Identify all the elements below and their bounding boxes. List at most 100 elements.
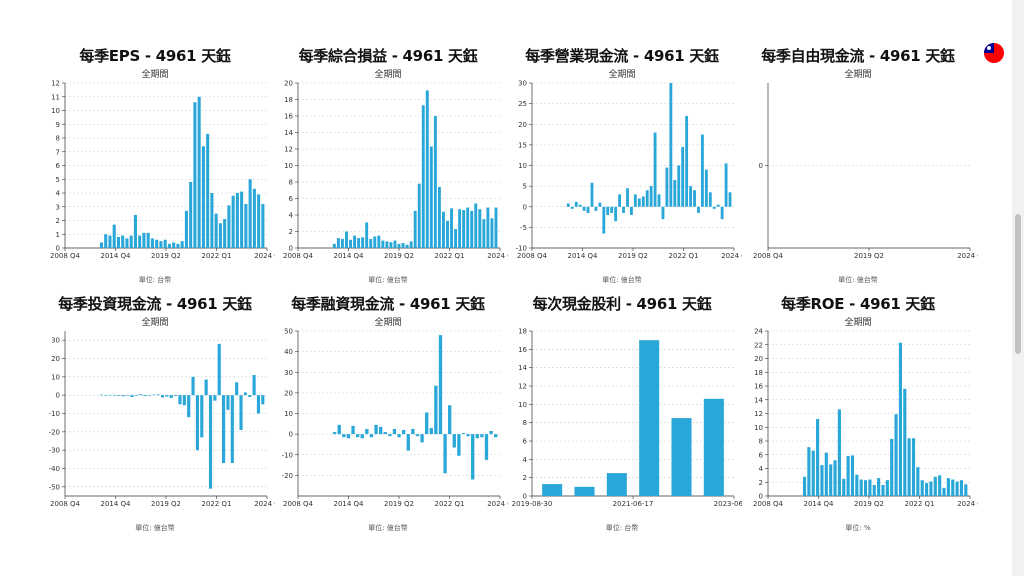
x-tick-label: 2024 Q: [487, 500, 508, 508]
y-tick-label: 3: [56, 203, 60, 211]
bar: [231, 195, 235, 248]
bar: [189, 182, 193, 248]
y-tick-label: 12: [754, 410, 763, 418]
x-tick-label: 2019 Q2: [854, 252, 884, 260]
y-tick-label: 30: [518, 80, 527, 88]
bar: [252, 375, 256, 396]
bar: [125, 238, 129, 248]
x-tick-label: 2023-06-27: [714, 500, 742, 508]
bar: [475, 434, 479, 439]
bar: [155, 239, 159, 248]
taiwan-flag-icon[interactable]: [984, 43, 1004, 63]
y-tick-label: 0: [759, 493, 763, 501]
bar: [622, 206, 625, 213]
operating-cashflow-chart: -10 -5 0 5 10 15 20 25 30 2008 Q4 2014 Q4 2019 Q2 20…: [516, 80, 742, 261]
y-tick-label: 0: [523, 493, 527, 501]
bar: [704, 169, 708, 207]
chart-title: 每季投資現金流 - 4961 天鈺: [58, 295, 252, 313]
y-tick-label: 12: [518, 383, 527, 391]
y-tick-label: -50: [49, 483, 60, 491]
bar: [446, 220, 449, 248]
x-tick-label: 2024 Q: [487, 252, 508, 260]
x-tick-label: 2008 Q4: [753, 500, 784, 508]
bar: [235, 382, 239, 396]
bar: [99, 242, 103, 248]
bar: [134, 395, 138, 396]
x-tick-label: 2024 Q: [254, 500, 275, 508]
bar: [955, 481, 959, 496]
y-tick-label: 2: [759, 479, 763, 487]
y-tick-label: 20: [284, 389, 293, 397]
chart-title: 每季ROE - 4961 天鈺: [781, 295, 935, 313]
y-tick-label: 6: [289, 195, 294, 203]
bar: [213, 395, 217, 401]
x-tick-label: 2019 Q2: [618, 252, 648, 260]
bar: [349, 239, 352, 248]
bar: [614, 206, 618, 222]
bar: [434, 385, 438, 435]
bar: [677, 165, 681, 207]
y-tick-label: -10: [516, 245, 527, 253]
y-tick-label: 12: [51, 80, 60, 88]
bar: [176, 243, 180, 248]
bar: [855, 474, 859, 496]
bar: [708, 192, 712, 207]
x-tick-label: 2014 Q4: [100, 500, 131, 508]
bar: [462, 210, 466, 248]
bar: [201, 146, 205, 248]
bar: [160, 395, 165, 398]
bar: [907, 438, 911, 496]
bar: [602, 206, 606, 234]
bar: [429, 146, 433, 248]
x-tick-label: 2021-06-17: [613, 500, 654, 508]
bar: [126, 395, 130, 396]
bar: [685, 116, 689, 207]
x-tick-label: 2019 Q2: [384, 252, 414, 260]
bar: [230, 395, 234, 463]
bar: [630, 206, 633, 215]
y-tick-label: 5: [523, 183, 527, 191]
x-tick-label: 2022 Q1: [434, 500, 464, 508]
bar: [657, 194, 661, 207]
bar: [490, 218, 494, 248]
y-tick-label: 11: [51, 93, 60, 101]
page-scrollbar[interactable]: [1012, 0, 1024, 576]
bar: [626, 188, 629, 207]
bar: [133, 215, 137, 248]
y-tick-label: 14: [518, 364, 527, 372]
bar: [466, 434, 470, 437]
y-tick-label: 25: [518, 100, 527, 108]
scrollbar-thumb[interactable]: [1015, 214, 1021, 354]
bar: [180, 241, 184, 248]
bar: [842, 478, 846, 496]
bar: [633, 194, 637, 207]
bar: [163, 239, 167, 248]
bar: [113, 395, 117, 396]
bar: [353, 235, 357, 248]
bar: [150, 238, 154, 248]
bar: [443, 434, 447, 474]
bar: [108, 235, 112, 248]
y-tick-label: 8: [523, 419, 527, 427]
chart-title: 每季綜合損益 - 4961 天鈺: [298, 47, 478, 65]
bar: [574, 201, 578, 207]
chart-subtitle: 全期間: [844, 318, 872, 328]
bar: [877, 478, 881, 496]
financing-cashflow-panel: 每季融資現金流 - 4961 天鈺 全期間 -20 -10 0 10 20 30 40 50 2…: [268, 293, 508, 533]
y-tick-label: 10: [51, 373, 60, 381]
bar: [903, 388, 907, 496]
roe-panel: 每季ROE - 4961 天鈺 全期間 0 2 4 6 8 10 12 14 16 18 20 22 2…: [738, 293, 978, 533]
y-tick-label: 50: [284, 328, 293, 336]
bar: [542, 484, 563, 496]
bar: [248, 179, 252, 248]
bar: [894, 414, 898, 496]
x-tick-label: 2014 Q4: [100, 252, 131, 260]
bar: [441, 211, 445, 248]
bar: [618, 194, 622, 207]
y-tick-label: 18: [284, 96, 293, 104]
bar: [606, 206, 610, 215]
bar: [385, 241, 389, 248]
y-tick-label: 2: [289, 228, 293, 236]
bar: [108, 394, 112, 396]
